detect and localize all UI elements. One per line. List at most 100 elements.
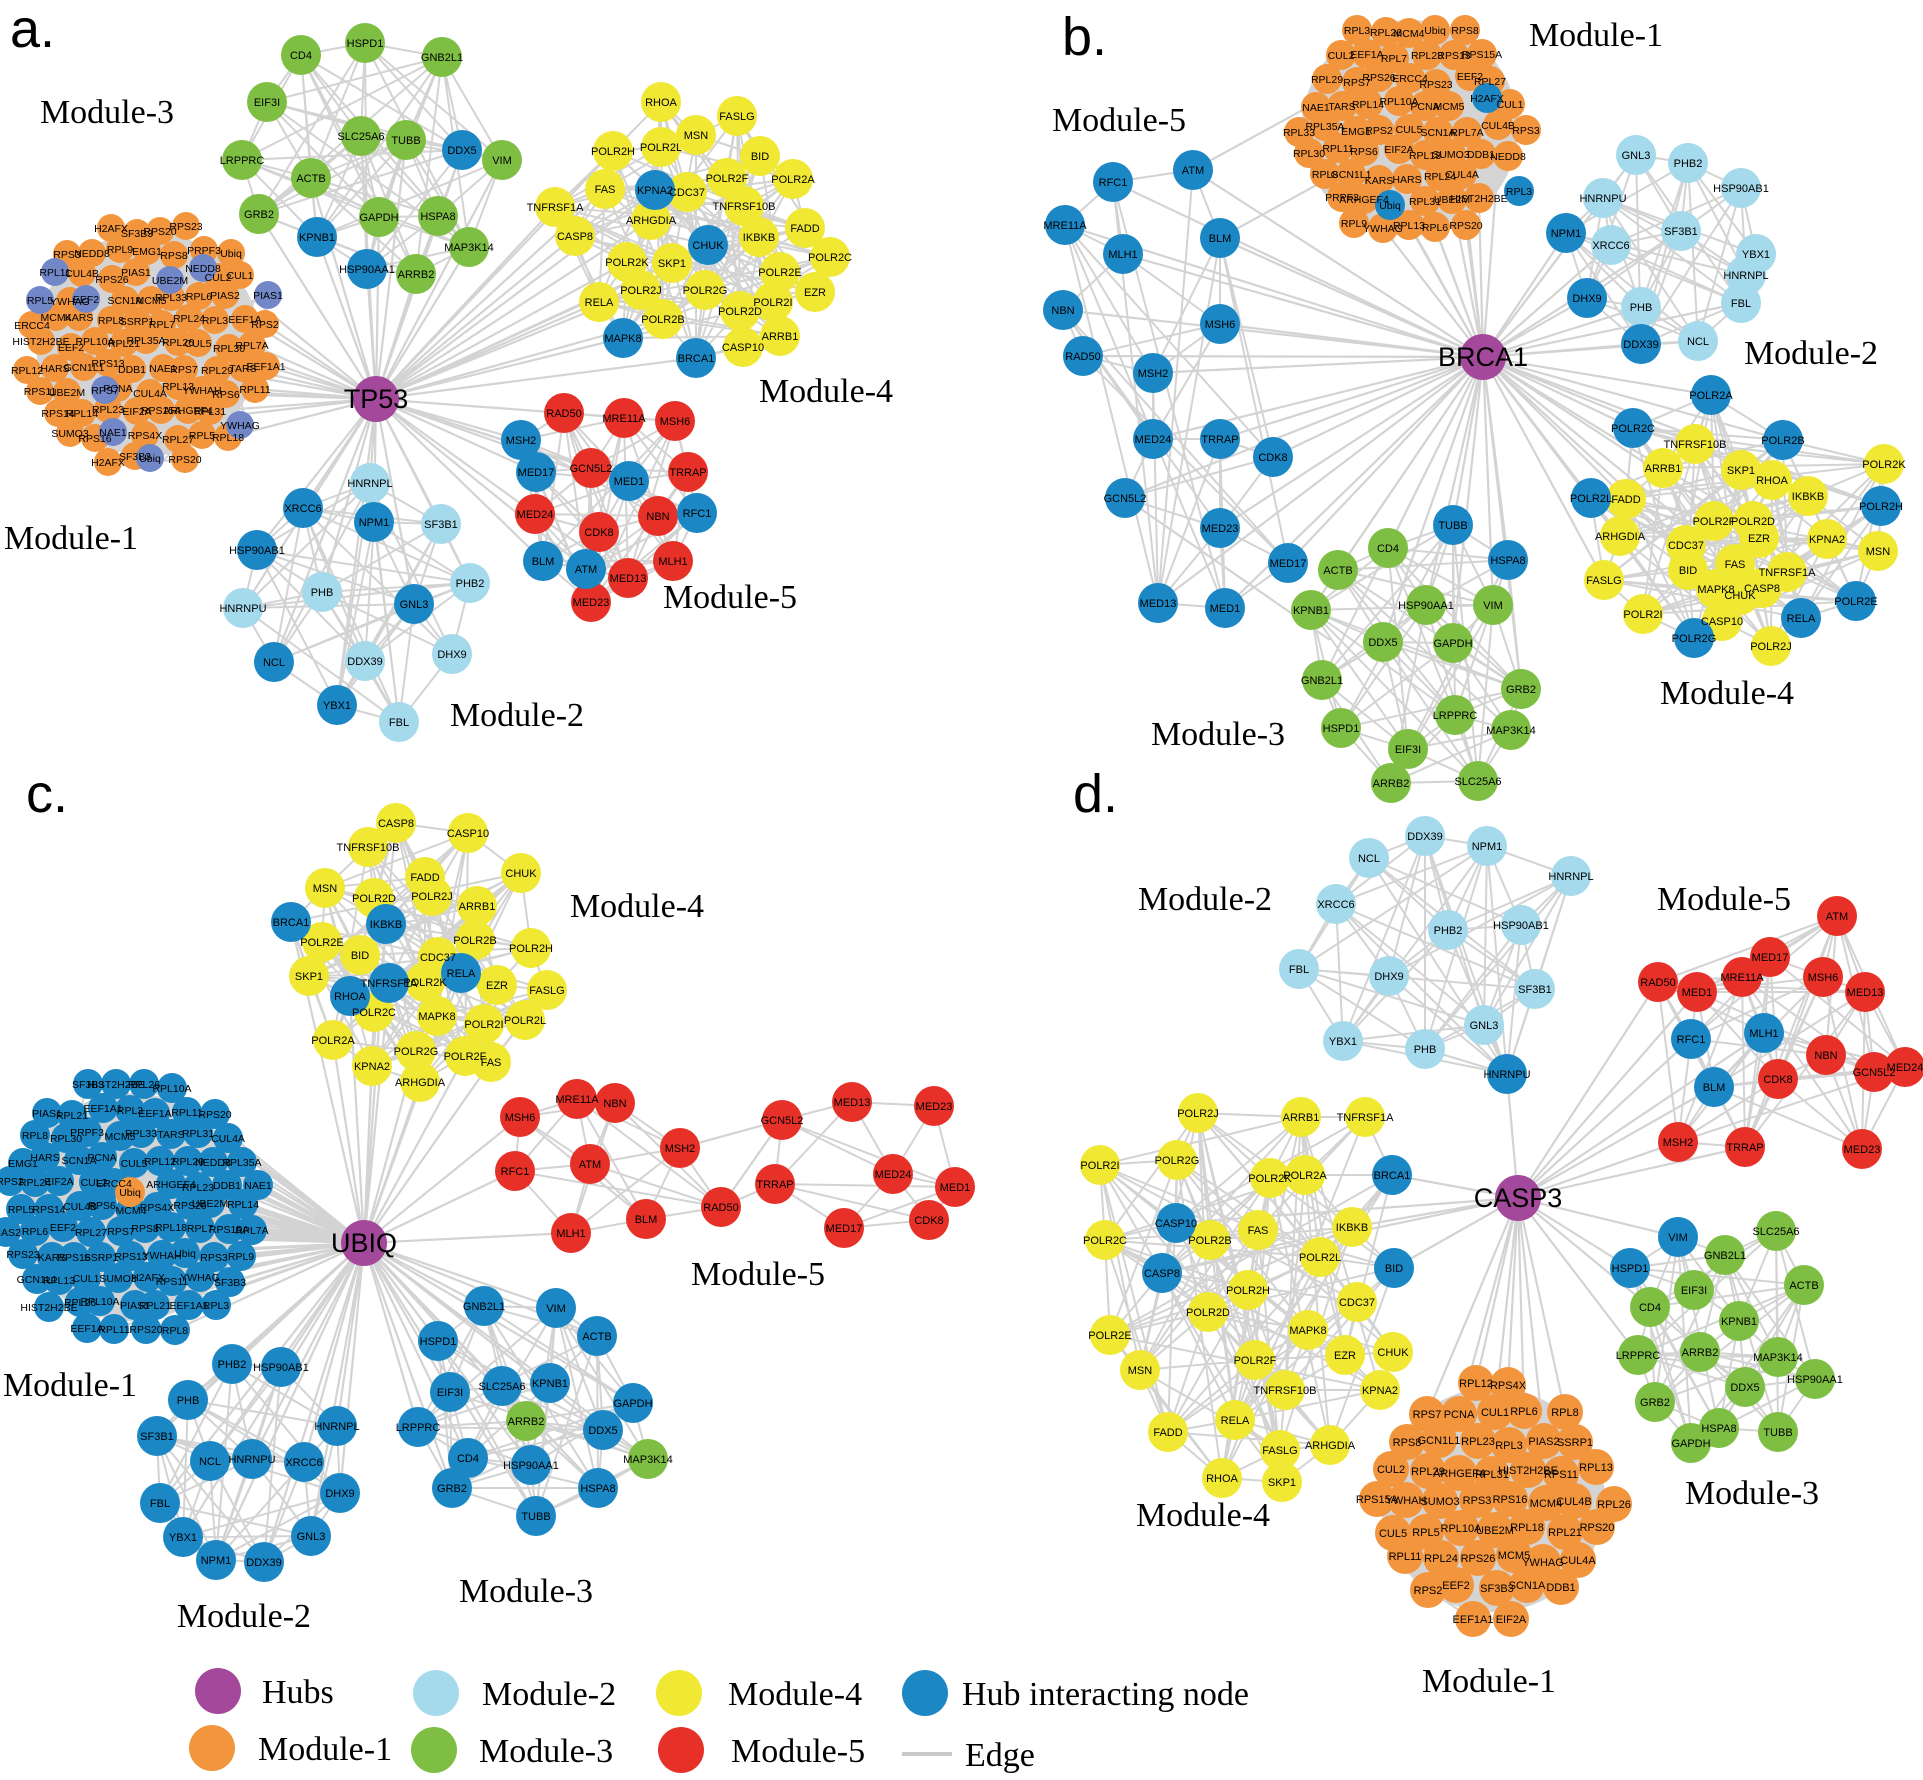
- svg-text:HSP90AA1: HSP90AA1: [339, 264, 395, 276]
- svg-text:RPL26: RPL26: [1597, 1499, 1631, 1511]
- svg-text:DDX5: DDX5: [588, 1425, 617, 1437]
- svg-text:RPL35A: RPL35A: [222, 1157, 261, 1169]
- svg-text:ARRB1: ARRB1: [1283, 1112, 1320, 1124]
- svg-text:RPL27: RPL27: [1474, 76, 1506, 88]
- svg-text:RHOA: RHOA: [645, 97, 677, 109]
- svg-text:RPS20: RPS20: [1449, 220, 1482, 232]
- svg-text:RPS14: RPS14: [32, 1204, 65, 1216]
- svg-text:RPL6: RPL6: [186, 291, 212, 303]
- svg-text:SF3B1: SF3B1: [424, 519, 458, 531]
- svg-text:CDK8: CDK8: [914, 1215, 943, 1227]
- svg-text:RPS11: RPS11: [1544, 1469, 1578, 1481]
- svg-text:HSPA8: HSPA8: [420, 211, 455, 223]
- svg-text:PRPF3: PRPF3: [1325, 192, 1359, 204]
- svg-text:MSH2: MSH2: [506, 435, 537, 447]
- svg-text:MED23: MED23: [916, 1101, 953, 1113]
- svg-text:POLR2G: POLR2G: [1672, 633, 1717, 645]
- svg-text:MCM5: MCM5: [105, 1131, 136, 1143]
- svg-text:VIM: VIM: [1483, 600, 1503, 612]
- svg-text:RPL18: RPL18: [1409, 150, 1441, 162]
- svg-text:UBE2M: UBE2M: [1434, 194, 1470, 206]
- svg-text:RPS15A: RPS15A: [141, 405, 181, 417]
- svg-text:PRPF3: PRPF3: [187, 245, 221, 257]
- svg-text:SKP1: SKP1: [295, 971, 323, 983]
- svg-text:RPL24: RPL24: [173, 313, 205, 325]
- svg-text:CD4: CD4: [1377, 543, 1399, 555]
- svg-text:RFC1: RFC1: [1099, 177, 1128, 189]
- svg-text:POLR2I: POLR2I: [464, 1019, 503, 1031]
- svg-text:POLR2J: POLR2J: [620, 285, 662, 297]
- svg-text:SF3B3: SF3B3: [121, 228, 153, 240]
- svg-text:POLR2G: POLR2G: [683, 285, 728, 297]
- svg-text:NEDD8: NEDD8: [74, 248, 110, 260]
- svg-text:CASP10: CASP10: [722, 342, 764, 354]
- svg-text:POLR2F: POLR2F: [444, 1051, 487, 1063]
- svg-text:CHUK: CHUK: [1724, 590, 1756, 602]
- svg-text:MAPK8: MAPK8: [604, 333, 641, 345]
- svg-text:YBX1: YBX1: [1329, 1036, 1357, 1048]
- svg-text:XRCC6: XRCC6: [1317, 899, 1354, 911]
- svg-text:RPS23: RPS23: [1419, 79, 1452, 91]
- svg-text:Hubs: Hubs: [262, 1674, 334, 1711]
- svg-text:RPL29: RPL29: [1411, 1466, 1445, 1478]
- svg-text:CDC37: CDC37: [1339, 1297, 1375, 1309]
- svg-text:MED1: MED1: [1210, 603, 1241, 615]
- svg-text:TUBB: TUBB: [1438, 520, 1467, 532]
- svg-text:YWHAH: YWHAH: [1386, 1495, 1427, 1507]
- svg-text:GCN5L2: GCN5L2: [1104, 493, 1147, 505]
- svg-text:POLR2C: POLR2C: [352, 1007, 396, 1019]
- svg-text:CUL4A: CUL4A: [1445, 169, 1479, 181]
- svg-text:RPL14: RPL14: [1352, 99, 1384, 111]
- svg-text:CUL1: CUL1: [1481, 1407, 1509, 1419]
- svg-text:UBE2M: UBE2M: [1476, 1525, 1514, 1537]
- svg-text:RPL7: RPL7: [187, 1223, 213, 1235]
- svg-text:RPS8: RPS8: [1451, 25, 1479, 37]
- svg-text:POLR2E: POLR2E: [1834, 596, 1877, 608]
- svg-text:IKBKB: IKBKB: [370, 919, 402, 931]
- svg-text:EIF2A: EIF2A: [122, 406, 151, 418]
- svg-text:RPS8: RPS8: [160, 250, 188, 262]
- svg-text:POLR2G: POLR2G: [1155, 1155, 1200, 1167]
- svg-text:Module-2: Module-2: [1138, 881, 1272, 918]
- svg-text:MSH2: MSH2: [665, 1143, 696, 1155]
- svg-text:TARS: TARS: [1328, 101, 1355, 113]
- svg-text:ARRB2: ARRB2: [1682, 1347, 1719, 1359]
- svg-text:CUL1: CUL1: [1497, 99, 1524, 111]
- svg-text:UBE2M: UBE2M: [152, 275, 188, 287]
- svg-text:Module-4: Module-4: [1660, 675, 1794, 712]
- svg-text:MLH1: MLH1: [556, 1228, 585, 1240]
- svg-text:MSH6: MSH6: [1205, 319, 1236, 331]
- svg-text:BRCA1: BRCA1: [1438, 342, 1528, 372]
- svg-text:TNFRSF1A: TNFRSF1A: [1759, 567, 1817, 579]
- svg-text:POLR2D: POLR2D: [1731, 516, 1775, 528]
- svg-text:TNFRSF1A: TNFRSF1A: [527, 202, 585, 214]
- svg-text:EEF1A: EEF1A: [1350, 49, 1383, 61]
- svg-text:RPS7: RPS7: [91, 385, 119, 397]
- svg-text:SF3B1: SF3B1: [140, 1431, 174, 1443]
- svg-text:HSP90AB1: HSP90AB1: [1493, 920, 1549, 932]
- svg-text:RPL6: RPL6: [1422, 222, 1448, 234]
- svg-text:PHB: PHB: [177, 1395, 200, 1407]
- svg-text:CASP8: CASP8: [557, 231, 593, 243]
- svg-text:SF3B3: SF3B3: [214, 1277, 246, 1289]
- svg-text:HIST2H2BE: HIST2H2BE: [87, 1079, 144, 1091]
- svg-text:POLR2K: POLR2K: [1248, 1173, 1292, 1185]
- svg-text:EEF2: EEF2: [1442, 1580, 1470, 1592]
- svg-text:ARHGEF4: ARHGEF4: [1339, 194, 1389, 206]
- svg-text:Module-1: Module-1: [1422, 1663, 1556, 1700]
- svg-text:ATM: ATM: [575, 564, 597, 576]
- svg-text:GNB2L1: GNB2L1: [1301, 675, 1343, 687]
- svg-text:MSH6: MSH6: [660, 416, 691, 428]
- svg-text:LRPPRC: LRPPRC: [1433, 710, 1478, 722]
- svg-text:CUL1: CUL1: [227, 270, 254, 282]
- svg-text:MRE11A: MRE11A: [1720, 972, 1764, 984]
- svg-text:POLR2F: POLR2F: [1693, 516, 1736, 528]
- svg-text:SUMO3: SUMO3: [99, 1273, 137, 1285]
- svg-text:RPL26: RPL26: [64, 1297, 96, 1309]
- svg-text:PIAS1: PIAS1: [121, 267, 151, 279]
- svg-text:Module-1: Module-1: [1529, 17, 1663, 54]
- svg-text:Module-1: Module-1: [4, 520, 138, 557]
- svg-text:MRE11A: MRE11A: [1043, 220, 1087, 232]
- svg-text:MED17: MED17: [1752, 952, 1789, 964]
- svg-text:DDX39: DDX39: [246, 1557, 281, 1569]
